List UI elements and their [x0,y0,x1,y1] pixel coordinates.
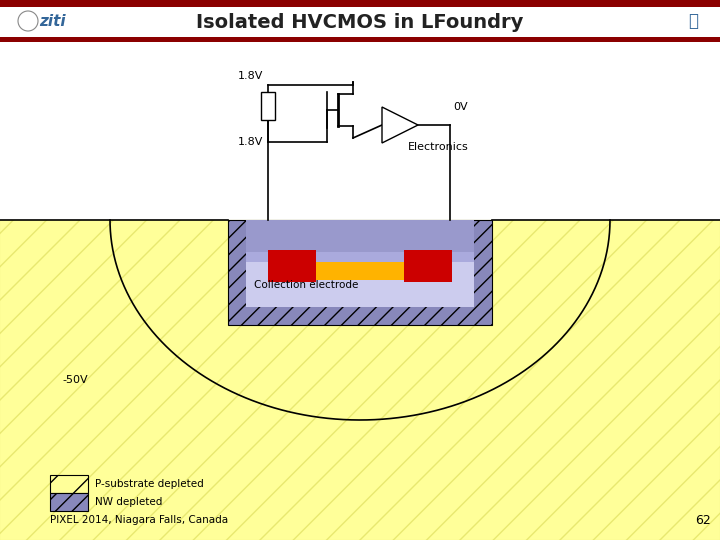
Bar [246,220,474,307]
Bar [246,252,474,262]
Text: Isolated HVCMOS in LFoundry: Isolated HVCMOS in LFoundry [197,12,523,31]
Bar [246,220,474,252]
Bar [0,220,720,540]
Text: ⧉: ⧉ [688,12,698,30]
Text: P-substrate depleted: P-substrate depleted [95,479,204,489]
Bar [268,250,316,282]
Bar [261,92,275,120]
Text: PIXEL 2014, Niagara Falls, Canada: PIXEL 2014, Niagara Falls, Canada [50,515,228,525]
Circle shape [18,11,38,31]
Bar [404,250,452,282]
Text: 1.8V: 1.8V [238,137,263,147]
Bar [0,0,720,42]
Polygon shape [382,107,418,143]
Text: Electronics: Electronics [408,142,469,152]
Bar [0,37,720,42]
Bar [50,475,88,493]
Text: ziti: ziti [39,14,66,29]
Bar [0,0,720,7]
Text: 1.8V: 1.8V [238,71,263,81]
Bar [0,220,720,540]
Bar [0,42,720,220]
Text: NW depleted: NW depleted [95,497,163,507]
Text: 0V: 0V [453,102,467,112]
Bar [228,220,492,325]
Text: Collection electrode: Collection electrode [254,280,359,290]
Bar [50,493,88,511]
Bar [271,262,449,280]
Text: 62: 62 [695,514,711,526]
Text: -50V: -50V [62,375,88,385]
